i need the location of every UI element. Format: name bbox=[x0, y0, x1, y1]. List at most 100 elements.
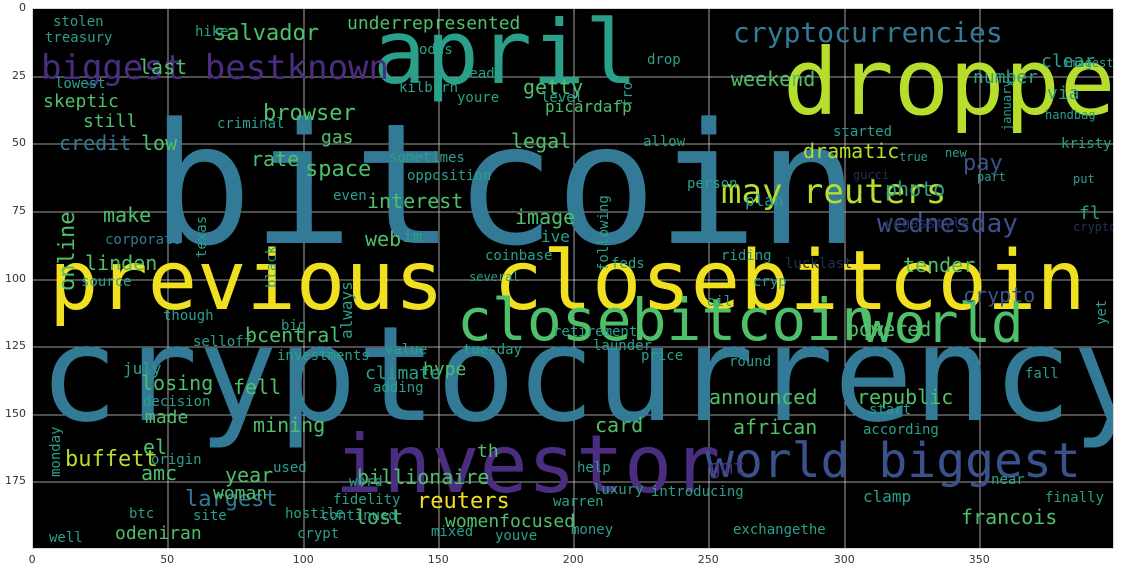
cloud-word: drop bbox=[647, 52, 681, 68]
x-tick-label: 350 bbox=[968, 553, 990, 566]
cloud-word: buffett bbox=[65, 447, 158, 472]
cloud-word: btc bbox=[129, 506, 155, 522]
cloud-word: adding bbox=[373, 380, 424, 396]
cloud-word: reuters bbox=[417, 489, 510, 514]
cloud-word: warren bbox=[553, 494, 604, 510]
cloud-word: amc bbox=[141, 461, 178, 485]
cloud-word: though bbox=[163, 308, 214, 324]
cloud-word: cryptocurrencies bbox=[733, 16, 1003, 49]
cloud-word: price bbox=[641, 348, 684, 364]
x-tick-label: 50 bbox=[160, 553, 175, 566]
cloud-word: even bbox=[333, 188, 367, 204]
cloud-word: wednesday bbox=[877, 209, 1018, 239]
cloud-word: francois bbox=[961, 505, 1058, 529]
cloud-word: finally bbox=[1045, 490, 1105, 506]
y-tick-label: 25 bbox=[12, 69, 26, 82]
cloud-word: source bbox=[81, 274, 132, 290]
cloud-word: card bbox=[595, 413, 644, 437]
cloud-word: lowest bbox=[55, 76, 106, 92]
cloud-word: year bbox=[225, 463, 274, 487]
cloud-word: money bbox=[571, 522, 614, 538]
cloud-word: getty bbox=[523, 75, 584, 99]
cloud-word: made bbox=[145, 407, 189, 428]
cloud-word: via bbox=[1047, 83, 1080, 104]
x-tick-label: 200 bbox=[562, 553, 584, 566]
cloud-word: decision bbox=[143, 394, 211, 410]
cloud-word: im bbox=[403, 227, 423, 246]
x-tick-label: 300 bbox=[833, 553, 855, 566]
cloud-word: image bbox=[515, 205, 576, 229]
y-tick-label: 50 bbox=[12, 136, 26, 149]
cloud-word: put bbox=[1073, 172, 1095, 186]
cloud-word: near bbox=[991, 472, 1025, 488]
cloud-word: rate bbox=[251, 147, 300, 171]
cloud-word: bitcoin bbox=[151, 87, 860, 283]
cloud-word: youve bbox=[495, 528, 538, 544]
cloud-word: republic bbox=[857, 385, 954, 409]
cloud-word: clamp bbox=[863, 487, 912, 506]
cloud-word: cryptocurrencies bbox=[1073, 220, 1113, 234]
cloud-word: word bbox=[349, 474, 383, 490]
cloud-word: credit bbox=[59, 131, 132, 155]
cloud-word: investments bbox=[277, 348, 370, 364]
cloud-word: april bbox=[373, 8, 638, 104]
cloud-word: feds bbox=[611, 256, 645, 272]
cloud-word: kilburn bbox=[399, 80, 459, 96]
cloud-word: biggest bestknown bbox=[41, 48, 389, 88]
cloud-word: gas bbox=[321, 127, 354, 148]
cloud-word: used bbox=[273, 460, 307, 476]
cloud-word: july bbox=[123, 359, 162, 378]
x-tick-label: 0 bbox=[28, 553, 36, 566]
cloud-word: imagesthe bbox=[1063, 56, 1114, 70]
cloud-word: lost bbox=[355, 505, 404, 529]
y-tick-label: 0 bbox=[19, 1, 26, 14]
cloud-word: treasury bbox=[45, 30, 113, 46]
cloud-word: handbag bbox=[1045, 108, 1096, 122]
cloud-word: according bbox=[863, 422, 939, 438]
y-tick-label: 125 bbox=[5, 339, 26, 352]
cloud-word: january bbox=[1000, 80, 1014, 132]
cloud-word: several bbox=[469, 270, 520, 284]
cloud-word: black bbox=[264, 246, 280, 289]
cloud-word: gmt bbox=[709, 455, 746, 479]
cloud-word: oil bbox=[707, 294, 733, 310]
cloud-word: vegasstyle bbox=[885, 216, 970, 232]
cloud-word: cryptocurrency bbox=[39, 298, 1114, 452]
cloud-word: following bbox=[596, 195, 612, 272]
cloud-word: skeptic bbox=[43, 91, 119, 112]
cloud-word: underrepresented bbox=[347, 13, 521, 34]
cloud-word: clear bbox=[1041, 51, 1096, 72]
wordcloud-plot-area: bitcoin cryptocurrency previous closebitco… bbox=[32, 8, 1114, 549]
cloud-word: fall bbox=[1025, 366, 1059, 382]
cloud-word: african bbox=[733, 415, 818, 439]
cloud-word: hike bbox=[195, 24, 229, 40]
cloud-word: woman bbox=[213, 483, 268, 504]
cloud-word: tuesday bbox=[463, 342, 523, 358]
cloud-word: low bbox=[141, 131, 178, 155]
cloud-word: criminal bbox=[217, 116, 285, 132]
cloud-word: allow bbox=[643, 134, 686, 150]
cloud-word: largest bbox=[185, 487, 278, 512]
cloud-word: coinbase bbox=[485, 248, 553, 264]
x-tick-label: 150 bbox=[427, 553, 449, 566]
cloud-word: plan bbox=[745, 191, 784, 210]
y-tick-label: 175 bbox=[5, 474, 26, 487]
cloud-word: youre bbox=[457, 90, 500, 106]
cloud-word: world biggest bbox=[705, 433, 1081, 489]
cloud-word: bcentral bbox=[245, 323, 342, 347]
gridlines bbox=[33, 9, 1113, 548]
cloud-word: announced bbox=[709, 385, 818, 409]
cloud-word: odds bbox=[419, 42, 453, 58]
cloud-word: origin bbox=[151, 452, 202, 468]
cloud-word: browser bbox=[263, 101, 356, 126]
cloud-word: cryp bbox=[753, 274, 787, 290]
cloud-word: help bbox=[577, 460, 611, 476]
cloud-word: weekend bbox=[731, 67, 816, 91]
cloud-word: started bbox=[833, 124, 893, 140]
cloud-word: el bbox=[143, 435, 168, 459]
cloud-word: retirement bbox=[553, 324, 638, 340]
cloud-word: lucklast bbox=[785, 256, 853, 272]
cloud-word: site bbox=[193, 508, 227, 524]
cloud-word: sometimes bbox=[389, 150, 465, 166]
